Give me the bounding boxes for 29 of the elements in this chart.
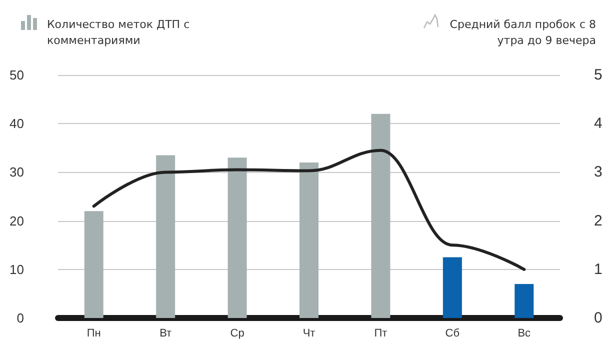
bar (156, 155, 176, 318)
y-tick-label: 50 (10, 68, 24, 82)
x-tick-label: Вт (160, 328, 172, 340)
bar (514, 284, 534, 318)
y-tick-label: 30 (10, 164, 24, 180)
y-tick-label: 40 (10, 116, 24, 132)
y-tick-label: 10 (10, 262, 24, 277)
y-tick-label: 20 (10, 213, 24, 228)
y2-tick-label: 5 (594, 66, 602, 84)
x-tick-label: Пт (374, 328, 388, 340)
x-tick-label: Вс (518, 328, 532, 340)
x-tick-label: Ср (230, 328, 244, 340)
bar (300, 162, 318, 318)
bar (228, 158, 247, 318)
y2-tick-label: 0 (594, 310, 602, 326)
x-tick-label: Сб (445, 328, 460, 340)
y2-tick-label: 3 (594, 164, 602, 181)
x-tick-label: Пн (86, 328, 101, 340)
y-axis-title: Количество меток ДТП с комментариями (47, 17, 191, 49)
bar (84, 211, 104, 318)
y2-tick-label: 1 (594, 260, 602, 278)
y2-tick-label: 2 (594, 212, 602, 230)
bar (442, 257, 462, 318)
x-tick-label: Чт (302, 328, 316, 340)
bar (371, 114, 390, 318)
y-tick-label: 0 (16, 310, 24, 326)
line-series (92, 148, 526, 271)
y2-tick-label: 4 (594, 115, 602, 132)
y2-axis-title: Средний балл пробок с 8 утра до 9 вечера (448, 17, 596, 49)
